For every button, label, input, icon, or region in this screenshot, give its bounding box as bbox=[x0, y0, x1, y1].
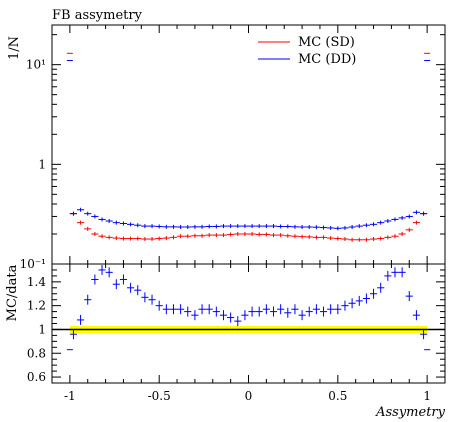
x-tick-label: -1 bbox=[64, 389, 76, 403]
main-y-tick-label: 1 bbox=[38, 157, 46, 171]
ratio-y-tick-label: 1.2 bbox=[27, 299, 46, 313]
ratio-plot-frame bbox=[51, 263, 446, 384]
ratio-panel: MC/data 0.6 0.8 1 1.2 1.4 -1 -0.5 0 0.5 1 Assyme… bbox=[5, 263, 446, 420]
main-panel: FB assymetry 1/N 10⁻¹ 1 10¹ MC (SD) MC (DD… bbox=[7, 8, 446, 271]
ratio-y-axis-label: MC/data bbox=[5, 264, 20, 321]
ratio-y-tick-label: 1.4 bbox=[27, 275, 46, 289]
ratio-y-ticks: 0.6 0.8 1 1.2 1.4 bbox=[27, 269, 445, 384]
ratio-series-group bbox=[66, 264, 431, 351]
ratio-y-tick-label: 0.6 bbox=[27, 370, 46, 384]
main-y-ticks: 10⁻¹ 1 10¹ bbox=[20, 25, 446, 271]
main-y-axis-label: 1/N bbox=[7, 36, 22, 60]
main-y-tick-label: 10⁻¹ bbox=[20, 257, 46, 271]
ratio-y-tick-label: 1 bbox=[38, 322, 46, 336]
x-tick-label: 1 bbox=[423, 389, 431, 403]
legend-label-dd: MC (DD) bbox=[298, 52, 356, 67]
chart-title: FB assymetry bbox=[52, 8, 143, 23]
main-y-tick-label: 10¹ bbox=[26, 58, 46, 72]
x-tick-label: 0.5 bbox=[328, 389, 347, 403]
ratio-y-tick-label: 0.8 bbox=[27, 346, 46, 360]
x-tick-label: 0 bbox=[245, 389, 253, 403]
legend: MC (SD) MC (DD) bbox=[258, 35, 356, 67]
main-series-group bbox=[66, 52, 431, 242]
x-ticks: -1 -0.5 0 0.5 1 bbox=[51, 264, 446, 403]
series-ratio-dd bbox=[66, 264, 431, 351]
x-tick-label: -0.5 bbox=[148, 389, 171, 403]
main-plot-frame bbox=[51, 24, 446, 265]
legend-label-sd: MC (SD) bbox=[298, 35, 355, 50]
x-axis-label: Assymetry bbox=[375, 405, 446, 420]
series-dd bbox=[66, 60, 431, 231]
series-sd bbox=[66, 52, 431, 242]
